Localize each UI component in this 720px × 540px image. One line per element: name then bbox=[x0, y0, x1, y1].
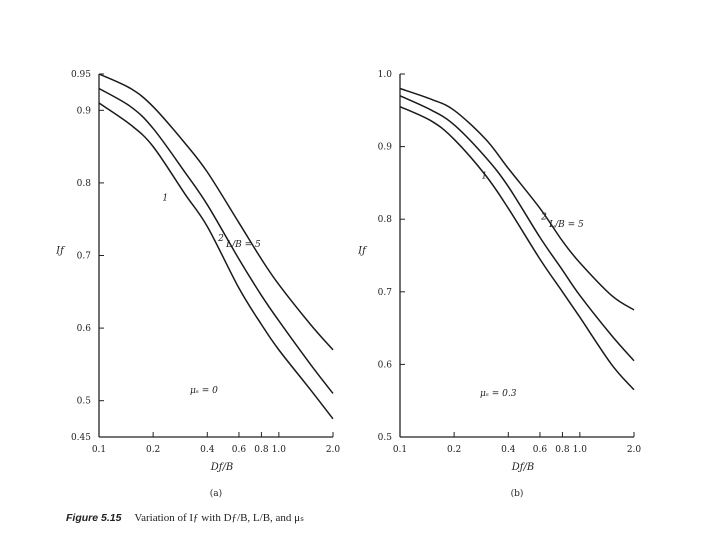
series-label: L/B = 5 bbox=[548, 220, 584, 230]
x-axis-title: Dƒ/B bbox=[210, 462, 233, 473]
series-line bbox=[399, 105, 635, 391]
series-label: 2 bbox=[217, 234, 224, 244]
series-line bbox=[399, 87, 635, 311]
y-tick-label: 0.8 bbox=[77, 179, 92, 189]
series-label: 2 bbox=[540, 212, 547, 222]
y-tick-label: 0.5 bbox=[77, 397, 92, 407]
x-tick-label: 1.0 bbox=[573, 445, 588, 455]
y-tick-label: 0.45 bbox=[71, 433, 91, 443]
x-tick-label: 1.0 bbox=[272, 445, 287, 455]
y-tick-label: 0.6 bbox=[77, 324, 92, 334]
series-line bbox=[98, 102, 334, 420]
x-tick-label: 0.8 bbox=[555, 445, 570, 455]
panel-label: (a) bbox=[210, 488, 222, 499]
y-tick-label: 0.6 bbox=[378, 360, 393, 370]
caption-figure-label: Figure 5.15 bbox=[66, 512, 122, 524]
y-tick-label: 0.7 bbox=[378, 288, 393, 298]
y-tick-label: 0.8 bbox=[378, 215, 393, 225]
y-tick-label: 0.9 bbox=[77, 106, 92, 116]
x-tick-label: 0.4 bbox=[501, 445, 516, 455]
caption-text: Variation of Iƒ with Dƒ/B, L/B, and μₛ bbox=[134, 512, 305, 524]
series-label: L/B = 5 bbox=[225, 240, 261, 250]
x-tick-label: 2.0 bbox=[326, 445, 341, 455]
x-tick-label: 0.6 bbox=[533, 445, 548, 455]
y-tick-label: 0.5 bbox=[378, 433, 393, 443]
y-tick-label: 0.9 bbox=[378, 143, 393, 153]
x-tick-label: 0.8 bbox=[254, 445, 269, 455]
parameter-annotation: μₛ = 0.3 bbox=[480, 389, 517, 399]
series-label: 1 bbox=[162, 193, 168, 203]
y-axis-title: Iƒ bbox=[55, 246, 66, 257]
series-line bbox=[98, 73, 334, 351]
x-axis-title: Dƒ/B bbox=[511, 462, 534, 473]
parameter-annotation: μₛ = 0 bbox=[190, 386, 218, 396]
x-tick-label: 0.1 bbox=[393, 445, 407, 455]
y-axis-title: Iƒ bbox=[357, 246, 368, 257]
figure-caption: Figure 5.15 Variation of Iƒ with Dƒ/B, L… bbox=[66, 511, 304, 524]
panel-b: 0.50.60.70.80.91.00.1 0.2 0.4 0.6 0.8 1.0 2.0D… bbox=[357, 70, 641, 499]
series-line bbox=[399, 95, 635, 362]
panel-label: (b) bbox=[511, 488, 524, 499]
y-tick-label: 0.95 bbox=[71, 70, 91, 80]
x-tick-label: 0.4 bbox=[200, 445, 215, 455]
y-tick-label: 1.0 bbox=[378, 70, 393, 80]
x-tick-label: 0.1 bbox=[92, 445, 106, 455]
panel-a: 0.450.50.60.70.80.90.950.1 0.2 0.4 0.6 0.8 1.… bbox=[55, 70, 340, 499]
x-tick-label: 0.2 bbox=[447, 445, 461, 455]
series-line bbox=[98, 87, 334, 394]
y-tick-label: 0.7 bbox=[77, 252, 92, 262]
x-tick-label: 0.6 bbox=[232, 445, 247, 455]
x-tick-label: 2.0 bbox=[627, 445, 642, 455]
x-tick-label: 0.2 bbox=[146, 445, 160, 455]
series-label: 1 bbox=[481, 171, 487, 181]
